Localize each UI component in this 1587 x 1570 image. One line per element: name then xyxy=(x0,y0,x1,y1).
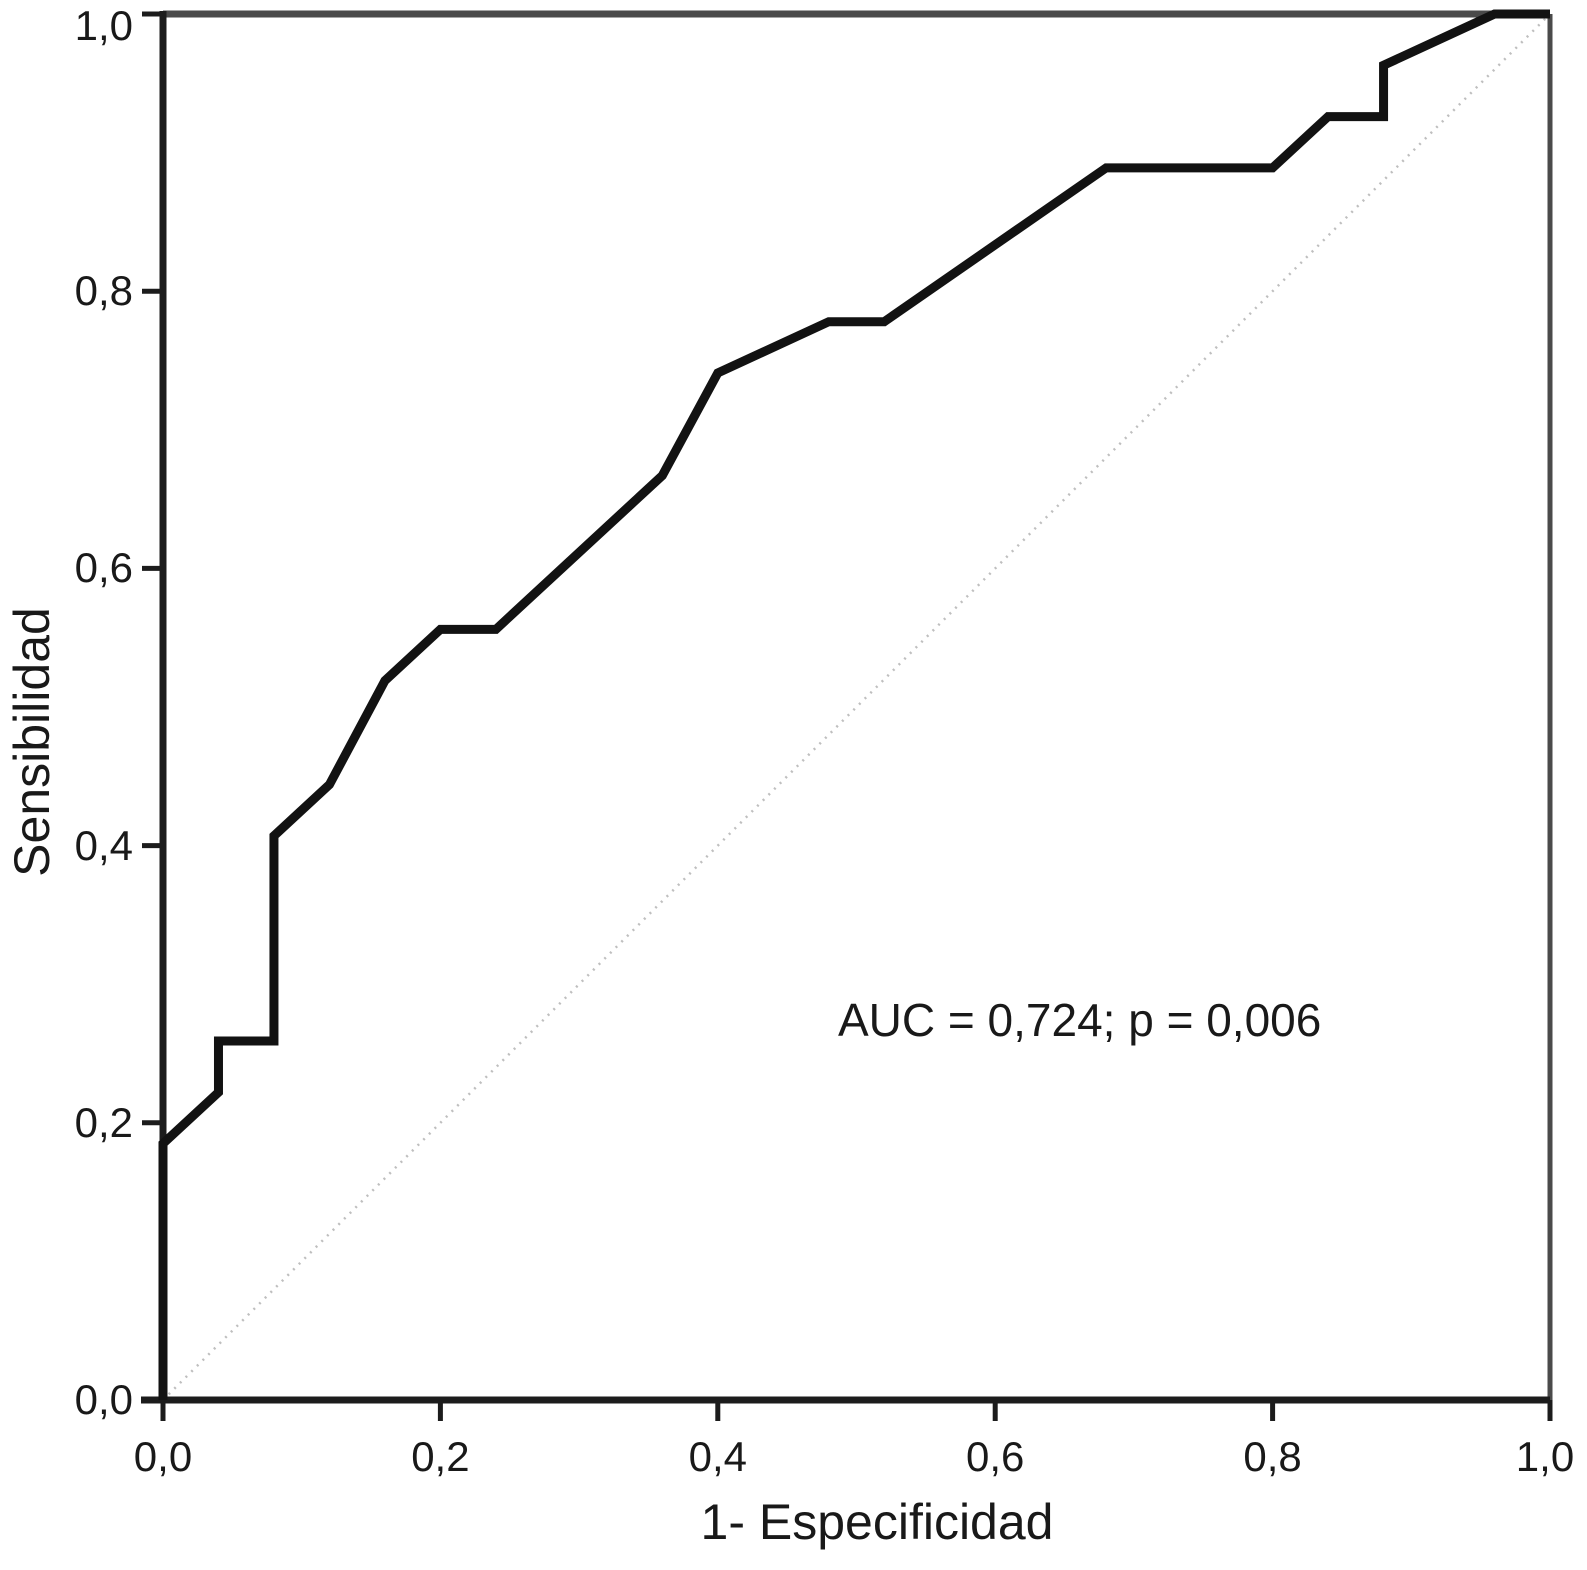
auc-annotation: AUC = 0,724; p = 0,006 xyxy=(838,994,1322,1046)
y-axis-title: Sensibilidad xyxy=(4,607,60,877)
y-tick-label: 0,0 xyxy=(74,1376,133,1423)
x-tick-label: 0,4 xyxy=(688,1433,747,1480)
x-tick-label: 0,6 xyxy=(965,1433,1025,1480)
x-tick-label: 0,2 xyxy=(411,1433,470,1480)
y-tick-label: 0,8 xyxy=(74,267,133,315)
x-tick-label: 0,8 xyxy=(1243,1433,1302,1480)
y-tick-label: 0,2 xyxy=(74,1098,133,1146)
x-tick-label: 0,0 xyxy=(133,1433,193,1480)
y-tick-label: 0,6 xyxy=(74,544,133,592)
y-tick-label: 1,0 xyxy=(74,2,133,49)
y-tick-label: 0,4 xyxy=(74,821,133,869)
x-axis-title: 1- Especificidad xyxy=(700,1494,1054,1550)
x-tick-label: 1,0 xyxy=(1515,1433,1575,1480)
roc-curve xyxy=(158,9,1550,1400)
